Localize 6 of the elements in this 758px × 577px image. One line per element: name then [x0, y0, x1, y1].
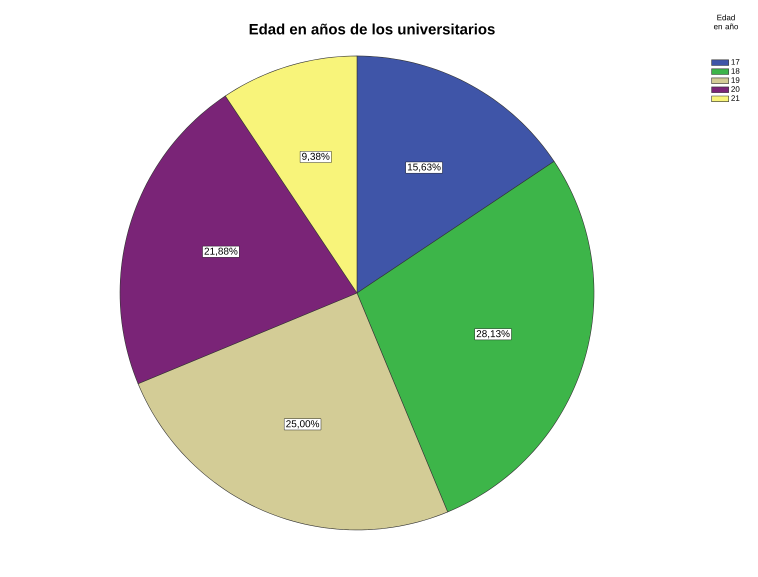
chart-title: Edad en años de los universitarios — [250, 24, 495, 34]
data-label: 25,00% — [286, 420, 320, 428]
data-label: 9,38% — [302, 152, 330, 162]
data-label: 21,88% — [204, 248, 238, 256]
data-label: 28,13% — [476, 330, 510, 338]
data-label: 15,63% — [408, 163, 441, 172]
